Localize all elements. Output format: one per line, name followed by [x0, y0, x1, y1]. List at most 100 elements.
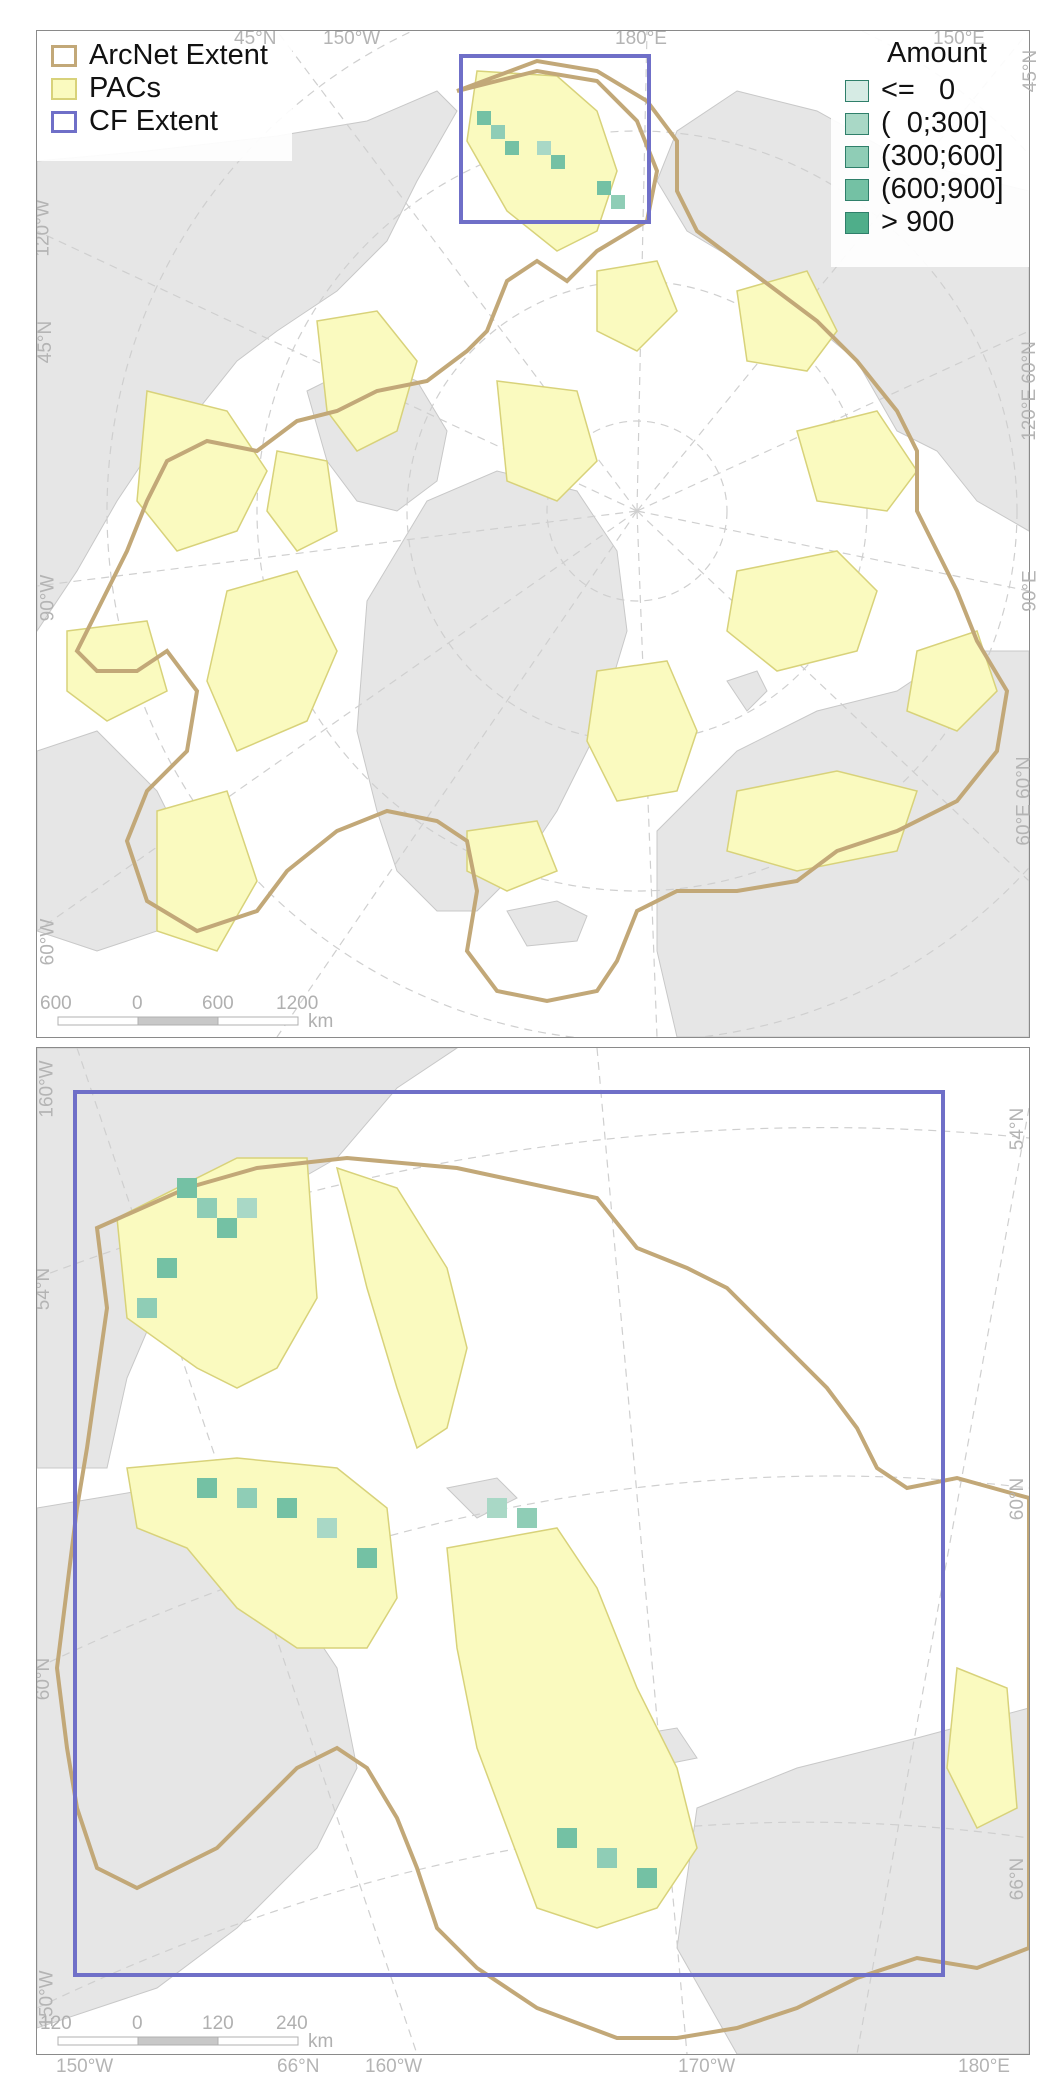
amount-cell	[277, 1498, 297, 1518]
amount-legend-row: ( 0;300]	[845, 107, 1029, 140]
amount-layer	[477, 111, 625, 209]
coord-left-3: 45°N	[36, 320, 57, 364]
amount-cell	[197, 1198, 217, 1218]
detail-parallel-2	[37, 1475, 1029, 1669]
bottom-scale-unit: km	[308, 2031, 334, 2052]
legend-row-pacs: PACs	[51, 72, 292, 105]
cf-legend-key	[51, 110, 77, 133]
amount-legend-label: > 900	[881, 206, 955, 238]
bottom-scale-graphic	[57, 2036, 299, 2046]
legend-row-arcnet: ArcNet Extent	[51, 39, 292, 72]
bottom-scale-n3: 120	[202, 2013, 234, 2034]
detail-coord-bottom-4: 170°W	[678, 2056, 736, 2077]
amount-cell	[217, 1218, 237, 1238]
north-america-land	[37, 90, 458, 632]
top-scale-n1: 600	[40, 993, 72, 1014]
top-scale-n3: 600	[202, 993, 234, 1014]
graticule-meridian-4	[37, 230, 638, 512]
bottom-scale-bar: 120 0 120 240 km	[40, 2013, 346, 2054]
amount-legend-label: ( 0;300]	[881, 107, 988, 139]
coord-top-3: 180°E	[615, 30, 667, 49]
st-lawrence-island	[445, 1477, 518, 1519]
arcnet-legend-key	[51, 44, 77, 67]
pacs-layer	[66, 70, 998, 952]
amount-cell	[557, 1828, 577, 1848]
coord-top-1: 45°N	[234, 30, 277, 49]
amount-legend-row: (600;900]	[845, 173, 1029, 206]
detail-coord-right-3: 66°N	[1007, 1857, 1029, 1901]
amount-legend-row: (300;600]	[845, 140, 1029, 173]
amount-legend-key	[845, 79, 869, 102]
bottom-scale-n2: 0	[132, 2013, 143, 2034]
detail-coord-left-1: 160°W	[36, 1060, 58, 1118]
coord-left-2: 90°W	[37, 574, 59, 622]
amount-legend-label: <= 0	[881, 74, 956, 106]
overview-map-canvas	[37, 31, 1029, 1037]
graticule-meridian-7	[636, 510, 1029, 592]
detail-coord-left-3: 60°N	[36, 1657, 55, 1701]
graticule-circle-3	[256, 130, 1018, 892]
pac-norwegian	[726, 770, 918, 872]
pac-beaufort	[316, 310, 418, 452]
amount-cell	[197, 1478, 217, 1498]
amount-legend-row: <= 0	[845, 74, 1029, 107]
amount-cell	[537, 141, 551, 155]
amount-legend-row: > 900	[845, 206, 1029, 239]
amount-legend-items: <= 0( 0;300] (300;600] (600;900] > 900	[845, 74, 1029, 239]
bottom-scale-n1: 120	[40, 2013, 72, 2034]
pac-detail-bristol	[116, 1157, 318, 1389]
graticule-meridian-5	[636, 330, 1029, 512]
graticule-meridian-6	[37, 510, 638, 587]
detail-coord-bottom-3: 160°W	[365, 2056, 423, 2077]
arctic-overview-map: ArcNet Extent PACs CF Extent Amount <= 0…	[36, 30, 1030, 1038]
top-scale-bar: 600 0 600 1200 km	[40, 993, 346, 1034]
amount-cell	[597, 181, 611, 195]
legend-row-cf: CF Extent	[51, 105, 292, 138]
coord-right-3: 90°E	[1019, 570, 1041, 612]
pac-iceland-sea	[466, 820, 558, 892]
pac-barents	[726, 550, 878, 672]
top-scale-n4: 1200	[276, 993, 319, 1014]
arcnet-extent	[74, 58, 1010, 1004]
bottom-scale-n4: 240	[276, 2013, 308, 2034]
pac-greenland-east	[586, 660, 698, 802]
amount-legend-key	[845, 211, 869, 234]
pacs-legend-key	[51, 77, 77, 100]
amount-cell	[597, 1848, 617, 1868]
detail-coord-bottom-5: 180°E	[958, 2056, 1010, 2077]
amount-legend-label: (300;600]	[881, 140, 1004, 172]
svalbard-land	[726, 670, 768, 712]
amount-legend-label: (600;900]	[881, 173, 1004, 205]
detail-pacs	[116, 1157, 1018, 1929]
coord-left-1: 120°W	[36, 199, 54, 257]
pac-detail-right	[946, 1666, 1018, 1830]
amount-cell	[477, 111, 491, 125]
coord-right-4: 60°E 60°N	[1013, 756, 1035, 846]
arcnet-legend-label: ArcNet Extent	[89, 39, 268, 71]
extent-legend: ArcNet Extent PACs CF Extent	[37, 31, 292, 161]
detail-coord-right-1: 54°N	[1007, 1107, 1029, 1151]
pac-detail-yukon	[126, 1457, 398, 1649]
amount-cell	[317, 1518, 337, 1538]
pac-bering	[466, 70, 618, 252]
amount-cell	[551, 155, 565, 169]
amount-cell	[177, 1178, 197, 1198]
detail-cf-extent	[73, 1090, 945, 1977]
amount-cell	[137, 1298, 157, 1318]
pac-canadian-1	[136, 390, 268, 552]
graticule-meridian-8	[37, 510, 638, 932]
top-scale-unit: km	[308, 1011, 334, 1032]
detail-coord-left-2: 54°N	[36, 1267, 55, 1311]
graticule-meridian-3	[636, 31, 1029, 512]
coord-top-4: 150°E	[933, 30, 985, 49]
pac-detail-east	[446, 1527, 698, 1929]
pac-canadian-2	[266, 450, 338, 552]
amount-legend: Amount <= 0( 0;300] (300;600] (600;900] > 9…	[831, 31, 1029, 267]
top-scale-graphic	[57, 1016, 299, 1026]
coord-right-2: 120°E 60°N	[1018, 341, 1040, 441]
coord-right-1: 45°N	[1020, 49, 1042, 93]
pac-detail-norton	[335, 1166, 468, 1450]
pac-baffin	[206, 570, 338, 752]
amount-cell	[357, 1548, 377, 1568]
iceland-land	[506, 900, 588, 947]
